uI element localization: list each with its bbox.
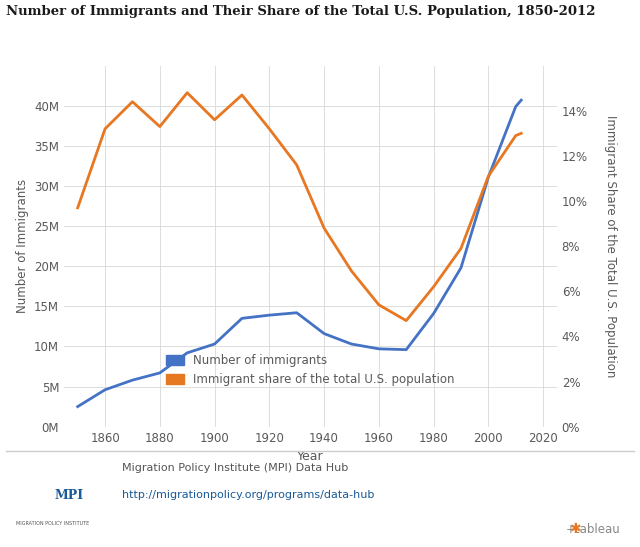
Y-axis label: Immigrant Share of the Total U.S. Population: Immigrant Share of the Total U.S. Popula… [604, 115, 618, 377]
Legend: Number of immigrants, Immigrant share of the total U.S. population: Number of immigrants, Immigrant share of… [160, 348, 461, 392]
Text: MIGRATION POLICY INSTITUTE: MIGRATION POLICY INSTITUTE [16, 521, 89, 526]
Text: Number of Immigrants and Their Share of the Total U.S. Population, 1850-2012: Number of Immigrants and Their Share of … [6, 5, 596, 19]
X-axis label: Year: Year [297, 450, 324, 463]
Y-axis label: Number of Immigrants: Number of Immigrants [15, 179, 29, 313]
Text: ✱: ✱ [570, 522, 581, 536]
Text: Migration Policy Institute (MPI) Data Hub: Migration Policy Institute (MPI) Data Hu… [122, 463, 348, 473]
Text: +tableau: +tableau [566, 523, 621, 536]
Text: MPI: MPI [54, 488, 84, 502]
Text: http://migrationpolicy.org/programs/data-hub: http://migrationpolicy.org/programs/data… [122, 490, 374, 500]
